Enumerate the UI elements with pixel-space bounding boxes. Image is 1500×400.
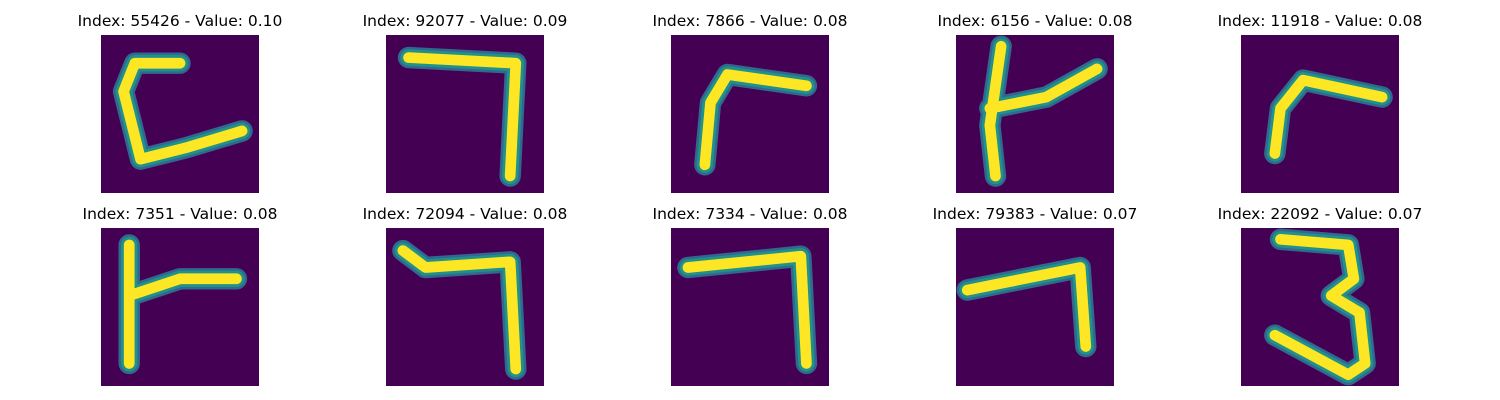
digit-panel: Index: 7351 - Value: 0.08 (38, 205, 322, 395)
digit-panel: Index: 22092 - Value: 0.07 (1178, 205, 1462, 395)
panel-title: Index: 55426 - Value: 0.10 (77, 12, 283, 30)
digit-panel: Index: 7866 - Value: 0.08 (608, 12, 892, 202)
digit-panel: Index: 7334 - Value: 0.08 (608, 205, 892, 395)
digit-panel: Index: 92077 - Value: 0.09 (323, 12, 607, 202)
panel-title: Index: 7866 - Value: 0.08 (652, 12, 848, 30)
panel-title: Index: 72094 - Value: 0.08 (362, 205, 568, 223)
digit-panel: Index: 55426 - Value: 0.10 (38, 12, 322, 202)
digit-image (956, 228, 1114, 386)
panel-title: Index: 92077 - Value: 0.09 (362, 12, 568, 30)
panel-title: Index: 22092 - Value: 0.07 (1217, 205, 1423, 223)
digit-panel: Index: 79383 - Value: 0.07 (893, 205, 1177, 395)
digit-panel: Index: 6156 - Value: 0.08 (893, 12, 1177, 202)
panel-title: Index: 6156 - Value: 0.08 (937, 12, 1133, 30)
digit-panel: Index: 72094 - Value: 0.08 (323, 205, 607, 395)
digit-image (101, 35, 259, 193)
digit-image (1241, 35, 1399, 193)
panel-title: Index: 11918 - Value: 0.08 (1217, 12, 1423, 30)
digit-image (671, 35, 829, 193)
digit-panel: Index: 11918 - Value: 0.08 (1178, 12, 1462, 202)
digit-image (101, 228, 259, 386)
digit-image (671, 228, 829, 386)
panel-title: Index: 79383 - Value: 0.07 (932, 205, 1138, 223)
digit-image (386, 35, 544, 193)
digit-image (956, 35, 1114, 193)
panel-title: Index: 7351 - Value: 0.08 (82, 205, 278, 223)
panel-title: Index: 7334 - Value: 0.08 (652, 205, 848, 223)
digit-image (1241, 228, 1399, 386)
digit-image (386, 228, 544, 386)
